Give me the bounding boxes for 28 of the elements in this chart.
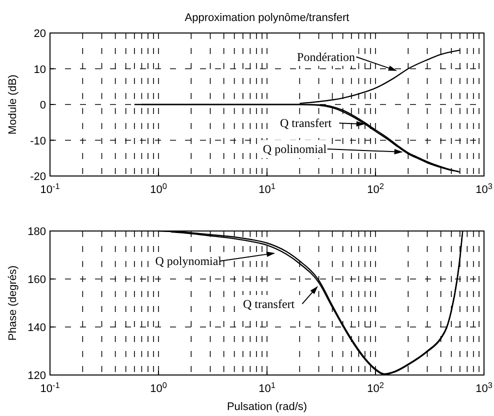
y-axis-title: Module (dB) <box>7 74 19 134</box>
annotation: Q polinomial <box>262 142 328 156</box>
y-tick-label: 0 <box>40 100 46 112</box>
annotation: Q transfert <box>280 116 332 130</box>
annotation: Pondération <box>297 50 356 64</box>
chart-title: Approximation polynôme/transfert <box>184 12 350 24</box>
annotation: Q transfert <box>242 296 296 311</box>
x-tick-label: 10$^{1}$ <box>258 182 276 196</box>
x-tick-label: 10$^{1}$ <box>258 380 276 395</box>
x-tick-label: 10$^{0}$ <box>150 182 168 196</box>
x-axis-title: Pulsation (rad/s) <box>226 401 308 413</box>
x-tick-label: 10$^{0}$ <box>150 380 168 395</box>
x-tick-label: 10$^{-1}$ <box>40 182 60 196</box>
x-tick-label: 10$^{2}$ <box>367 380 384 395</box>
y-tick-label: 160 <box>28 274 46 286</box>
y-axis-title: Phase (degrés) <box>7 265 19 341</box>
x-tick-label: 10$^{-1}$ <box>40 380 60 395</box>
x-tick-label: 10$^{2}$ <box>367 182 384 196</box>
y-tick-label: 140 <box>28 322 46 334</box>
y-tick-label: 120 <box>28 370 46 382</box>
y-tick-label: 180 <box>28 226 46 238</box>
y-tick-label: -20 <box>30 171 46 183</box>
x-tick-label: 10$^{3}$ <box>476 182 493 196</box>
x-tick-label: 10$^{3}$ <box>476 380 493 395</box>
annotation: Q polynomial <box>155 254 222 268</box>
y-tick-label: 20 <box>34 28 46 40</box>
y-tick-label: -10 <box>30 135 46 148</box>
y-tick-label: 10 <box>34 64 46 76</box>
